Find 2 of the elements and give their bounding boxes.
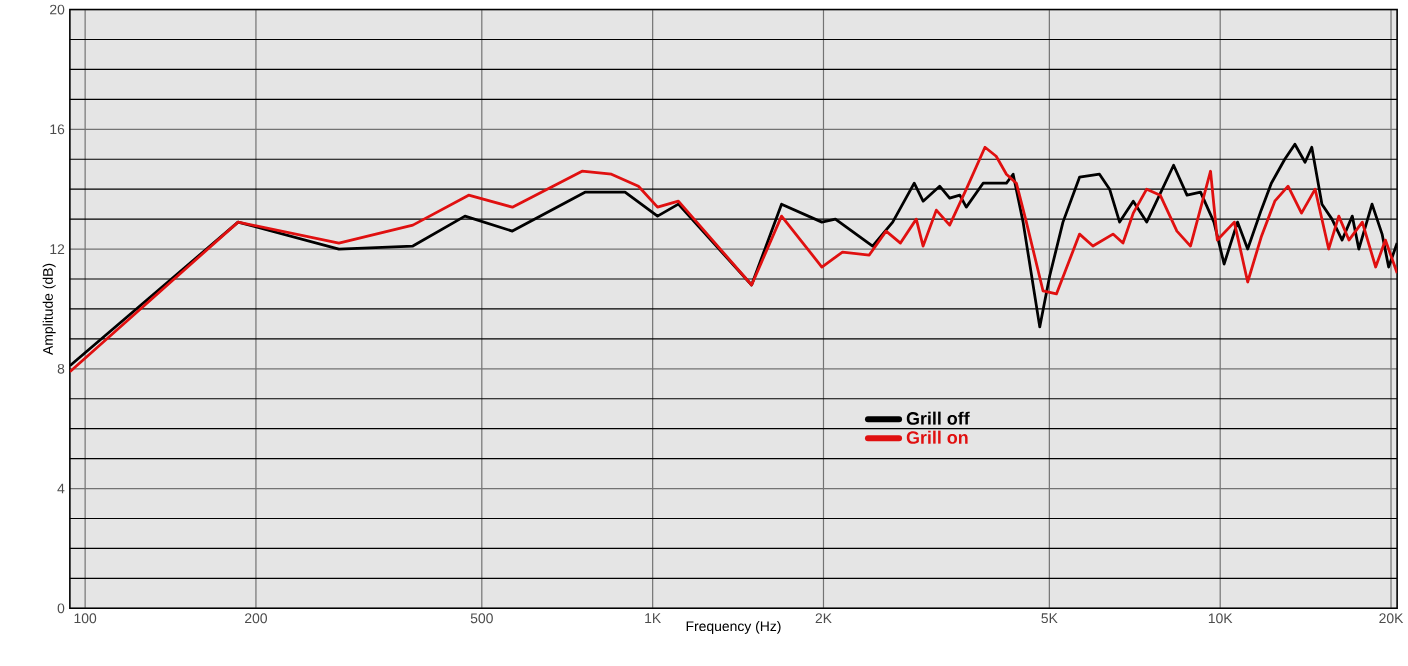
legend-label: Grill on (906, 430, 968, 444)
legend-label: Grill off (906, 411, 970, 425)
